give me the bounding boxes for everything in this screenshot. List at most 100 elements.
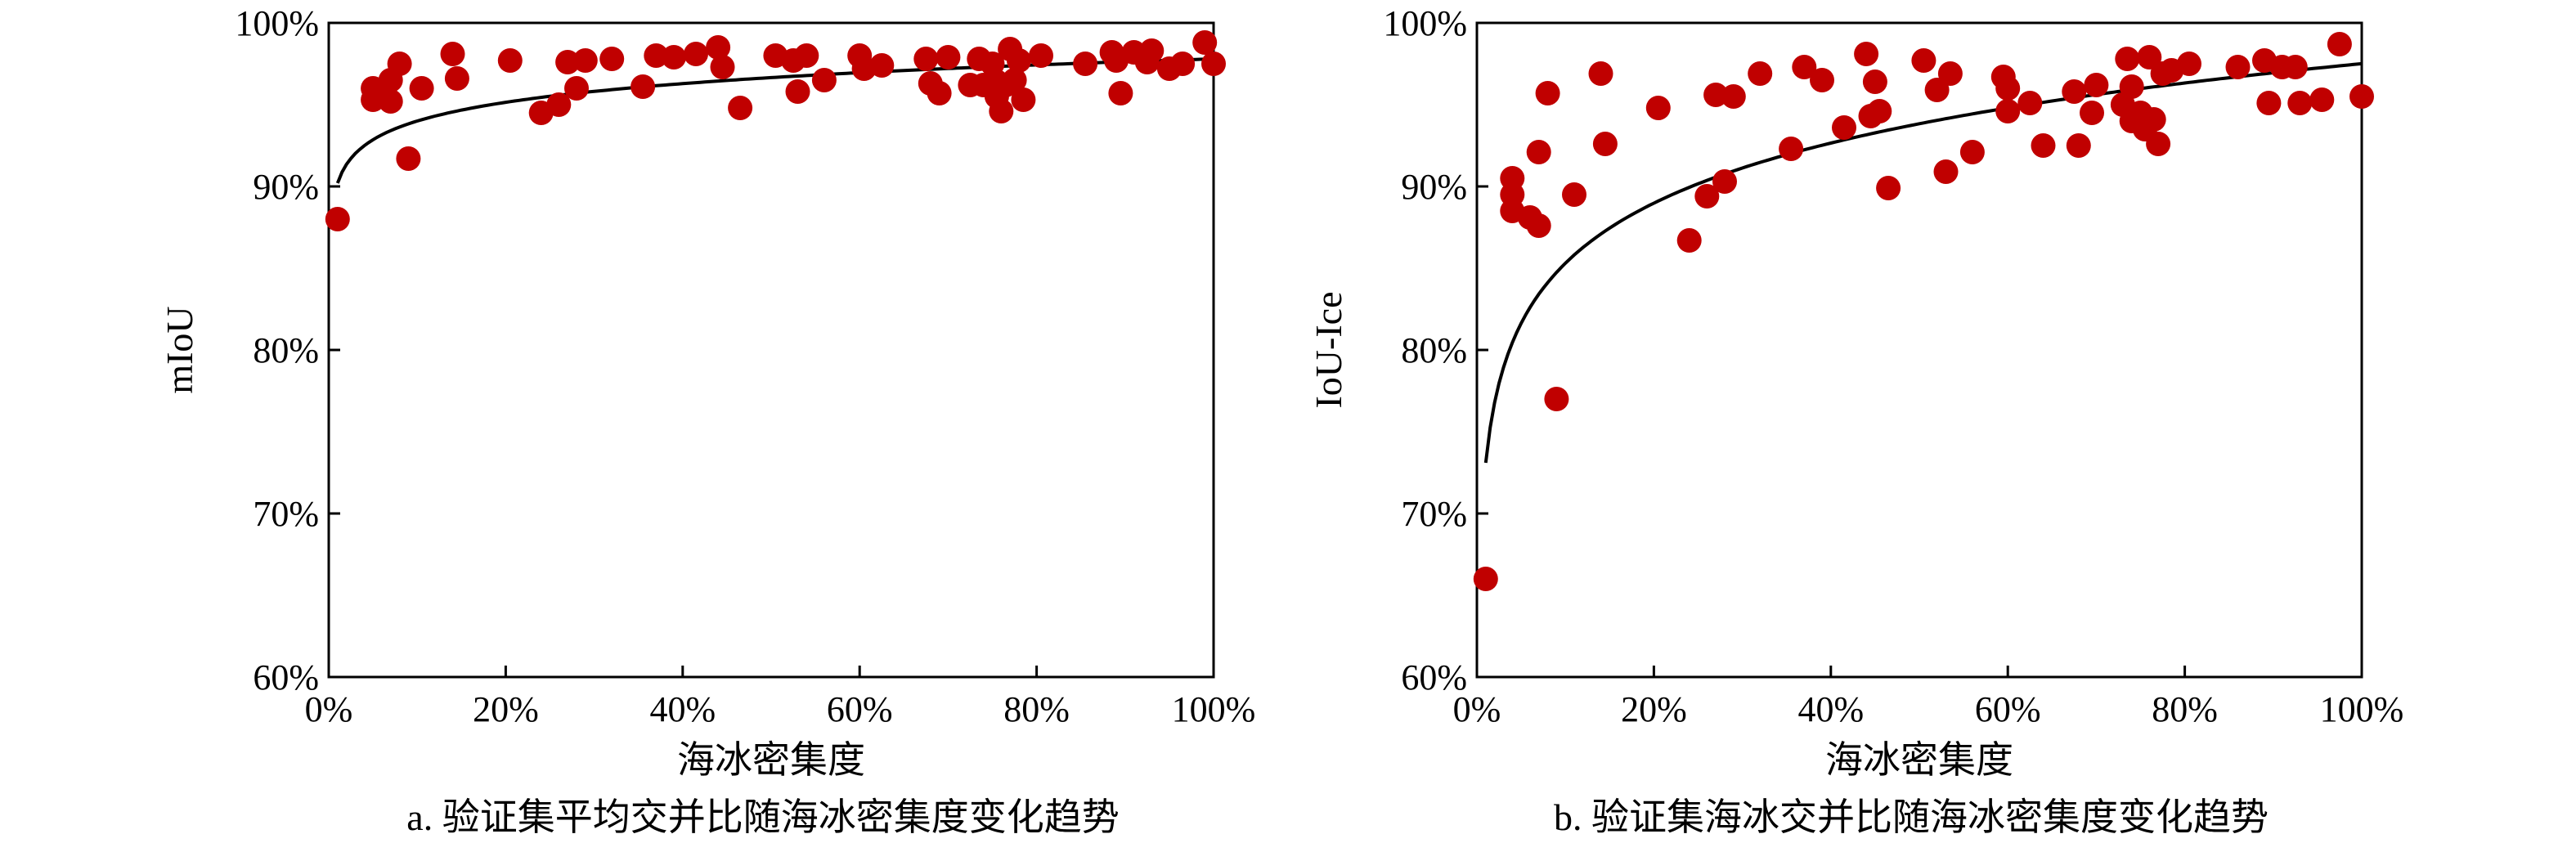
scatter-point	[396, 146, 421, 171]
scatter-point	[1473, 567, 1498, 591]
scatter-point	[564, 76, 589, 101]
chart-panel-a: 0% 20% 40% 60% 80% 100% 60% 70% 80% 90% 100% 海冰密集度 m…	[159, 3, 1255, 838]
scatter-point	[710, 55, 735, 79]
scatter-point	[555, 50, 581, 74]
scatter-point	[1562, 182, 1586, 207]
scatter-point	[1029, 43, 1053, 68]
scatter-point	[1002, 68, 1027, 92]
scatter-point	[2017, 91, 2043, 115]
scatter-point	[2282, 55, 2308, 79]
y-tick-label: 60%	[1401, 657, 1467, 697]
scatter-point	[387, 52, 412, 76]
scatter-point	[1832, 115, 1856, 140]
trend-line	[335, 57, 1214, 184]
scatter-point	[325, 207, 350, 231]
scatter-point	[1694, 184, 1720, 209]
scatter-point	[378, 89, 403, 114]
x-tick-label: 40%	[649, 689, 716, 729]
y-tick-label: 90%	[1401, 167, 1467, 207]
scatter-point	[1867, 99, 1892, 123]
y-tick-label: 100%	[235, 3, 319, 43]
scatter-point	[1995, 99, 2021, 123]
scatter-point	[1108, 81, 1133, 105]
scatter-point	[2256, 91, 2282, 115]
scatter-point	[644, 43, 669, 68]
scatter-point	[662, 45, 686, 70]
scatter-point	[2062, 79, 2087, 104]
scatter-point	[1192, 30, 1218, 55]
y-tick-label: 70%	[253, 494, 319, 534]
scatter-point	[2141, 107, 2166, 132]
scatter-point	[1911, 48, 1936, 73]
scatter-point	[1676, 228, 1702, 253]
scatter-point	[1592, 132, 1618, 156]
scatter-point	[2177, 52, 2201, 76]
scatter-point	[1588, 61, 1613, 86]
plot-frame	[327, 21, 1215, 679]
scatter-point	[2031, 133, 2056, 158]
scatter-point	[497, 48, 523, 73]
scatter-point	[2137, 45, 2162, 70]
scatter-point	[2287, 91, 2313, 115]
scatter-point	[546, 92, 572, 117]
scatter-point	[440, 42, 465, 66]
scatter-point	[2084, 73, 2109, 97]
scatter-point	[444, 66, 469, 91]
scatter-point	[728, 96, 753, 120]
x-tick-label: 100%	[2320, 689, 2404, 729]
scatter-point	[1535, 81, 1560, 105]
scatter-point	[1862, 70, 1887, 94]
scatter-point	[1712, 169, 1737, 194]
scatter-point	[409, 76, 434, 101]
scatter-point	[1854, 42, 1879, 66]
scatter-point	[1201, 52, 1226, 76]
trend-line	[1483, 61, 2363, 464]
scatter-point	[1924, 78, 1950, 102]
scatter-point	[869, 53, 895, 78]
scatter-point	[1139, 38, 1165, 63]
scatter-point	[927, 81, 952, 105]
x-axis-label: 海冰密集度	[677, 739, 865, 781]
scatter-point	[913, 47, 939, 71]
x-tick-label: 0%	[305, 689, 353, 729]
scatter-point	[1779, 137, 1804, 161]
scatter-point	[1933, 159, 1959, 184]
x-axis-label: 海冰密集度	[1825, 739, 2013, 781]
scatter-point	[1170, 52, 1196, 76]
scatter-point	[1721, 84, 1746, 109]
scatter-point	[785, 79, 810, 104]
scatter-point	[572, 48, 598, 73]
scatter-point	[2066, 133, 2091, 158]
scatter-point	[2146, 132, 2171, 156]
y-tick-label: 90%	[253, 167, 319, 207]
scatter-point	[2349, 84, 2374, 109]
x-tick-label: 100%	[1172, 689, 1256, 729]
plot-frame	[1475, 21, 2363, 679]
scatter-point	[2115, 47, 2140, 71]
x-tick-label: 40%	[1797, 689, 1864, 729]
chart-panel-b: 0% 20% 40% 60% 80% 100% 60% 70% 80% 90% 100% 海冰密集度 I…	[1308, 3, 2403, 838]
chart-caption: a. 验证集平均交并比随海冰密集度变化趋势	[406, 796, 1119, 838]
scatter-point	[1526, 213, 1551, 238]
scatter-point	[794, 43, 819, 68]
scatter-point	[2225, 55, 2251, 79]
scatter-point	[631, 74, 656, 99]
y-tick-label: 70%	[1401, 494, 1467, 534]
scatter-point	[1645, 96, 1671, 120]
chart-caption: b. 验证集海冰交并比随海冰密集度变化趋势	[1554, 796, 2269, 838]
scatter-point	[2327, 32, 2352, 56]
y-tick-label: 100%	[1383, 3, 1467, 43]
scatter-point	[1073, 52, 1098, 76]
scatter-point	[1792, 55, 1817, 79]
scatter-point	[2080, 101, 2104, 125]
scatter-point	[1544, 387, 1569, 411]
y-tick-label: 80%	[253, 330, 319, 370]
x-tick-label: 20%	[1621, 689, 1687, 729]
scatter-point	[2119, 74, 2144, 99]
scatter-point	[1526, 140, 1551, 164]
y-axis-label: IoU-Ice	[1308, 291, 1349, 408]
scatter-point	[2309, 87, 2335, 112]
scatter-point	[1007, 48, 1031, 73]
scatter-point	[1995, 76, 2021, 101]
scatter-point	[599, 47, 625, 71]
